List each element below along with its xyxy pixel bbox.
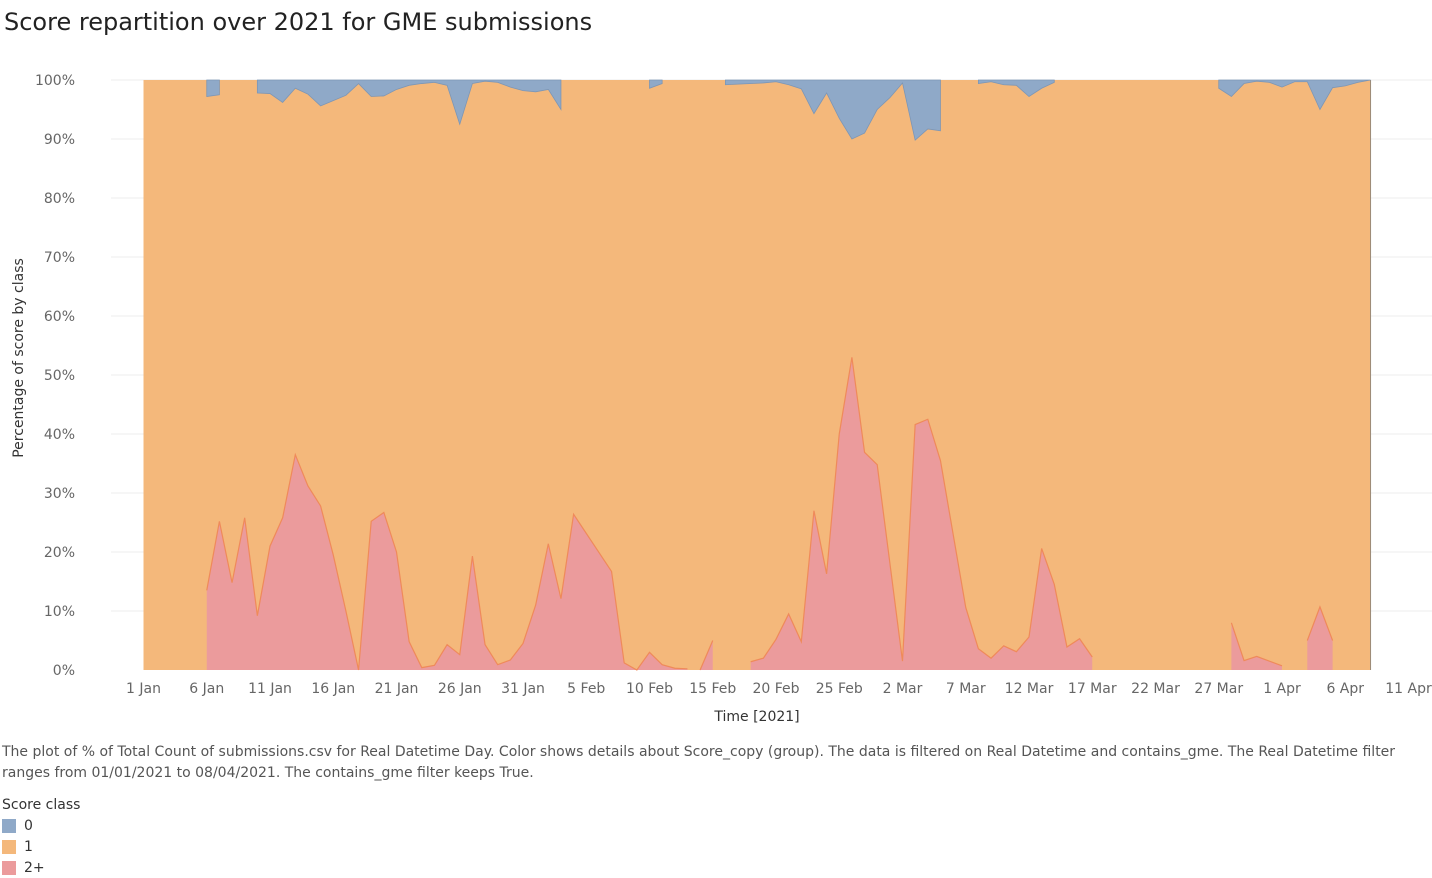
x-tick-label: 1 Apr <box>1263 681 1301 697</box>
y-axis-ticks: 0% 10% 20% 30% 40% 50% 60% 70% 80% 90% 100% <box>35 73 75 679</box>
y-tick-label: 30% <box>44 486 75 502</box>
x-tick-label: 6 Jan <box>189 681 224 697</box>
x-tick-label: 11 Apr <box>1385 681 1432 697</box>
x-tick-label: 6 Apr <box>1326 681 1364 697</box>
y-tick-label: 0% <box>53 663 75 679</box>
area-class-0 <box>725 79 941 141</box>
x-tick-label: 1 Jan <box>126 681 161 697</box>
area-class-2plus-edge <box>206 452 688 671</box>
legend-label-2plus: 2+ <box>24 859 45 876</box>
y-axis-title: Percentage of score by class <box>11 258 27 458</box>
legend-swatch-2plus <box>2 860 16 875</box>
area-class-2plus <box>1231 622 1282 670</box>
area-class-2plus <box>206 454 688 670</box>
chart-caption: The plot of % of Total Count of submissi… <box>2 744 1396 781</box>
x-tick-label: 10 Feb <box>626 681 673 697</box>
area-class-0 <box>1218 79 1371 111</box>
legend-swatch-1 <box>2 839 16 854</box>
x-tick-label: 5 Feb <box>567 681 605 697</box>
y-tick-label: 90% <box>44 132 75 148</box>
y-tick-label: 20% <box>44 545 75 561</box>
area-class-2plus <box>1307 606 1333 670</box>
x-tick-label: 31 Jan <box>501 681 545 697</box>
x-tick-label: 7 Mar <box>946 681 986 697</box>
stacked-areas <box>143 79 1372 671</box>
x-tick-label: 27 Mar <box>1194 681 1243 697</box>
chart-title: Score repartition over 2021 for GME subm… <box>4 8 593 36</box>
legend-title: Score class <box>2 797 81 813</box>
score-area-chart: 0% 10% 20% 30% 40% 50% 60% 70% 80% 90% 100% 1 Jan 6… <box>11 73 1432 725</box>
x-tick-label: 26 Jan <box>438 681 482 697</box>
y-tick-label: 40% <box>44 427 75 443</box>
x-tick-label: 15 Feb <box>689 681 736 697</box>
x-tick-label: 16 Jan <box>311 681 355 697</box>
area-class-2plus-edge <box>750 357 1093 663</box>
legend-label-1: 1 <box>24 838 33 855</box>
legend-swatch-0 <box>2 818 16 833</box>
legend-label-0: 0 <box>24 817 33 834</box>
area-class-0 <box>206 79 220 97</box>
area-class-0 <box>649 79 663 89</box>
y-tick-label: 10% <box>44 604 75 620</box>
x-tick-label: 2 Mar <box>883 681 923 697</box>
x-tick-label: 25 Feb <box>816 681 863 697</box>
area-class-0 <box>978 79 1055 98</box>
y-tick-label: 60% <box>44 309 75 325</box>
x-tick-label: 21 Jan <box>375 681 419 697</box>
area-class-2plus <box>750 357 1093 670</box>
x-tick-label: 22 Mar <box>1131 681 1180 697</box>
y-tick-label: 70% <box>44 250 75 266</box>
y-tick-label: 100% <box>35 73 75 89</box>
x-tick-label: 17 Mar <box>1068 681 1117 697</box>
legend-item-1[interactable]: 1 <box>2 836 80 857</box>
x-tick-label: 12 Mar <box>1005 681 1054 697</box>
legend-item-2plus[interactable]: 2+ <box>2 857 80 878</box>
area-class-0 <box>256 79 562 126</box>
x-axis-title: Time [2021] <box>713 709 799 725</box>
y-tick-label: 80% <box>44 191 75 207</box>
legend-item-0[interactable]: 0 <box>2 815 80 836</box>
area-class-2plus-edge <box>1230 622 1283 667</box>
legend: Score class 0 1 2+ <box>2 797 80 878</box>
area-class-2plus-edge <box>699 640 714 671</box>
x-tick-label: 20 Feb <box>752 681 799 697</box>
y-tick-label: 50% <box>44 368 75 384</box>
area-class-2plus-edge <box>1306 605 1334 641</box>
x-tick-label: 11 Jan <box>248 681 292 697</box>
x-axis-ticks: 1 Jan 6 Jan 11 Jan 16 Jan 21 Jan 26 Jan 31 Jan… <box>126 681 1432 697</box>
area-class-1 <box>143 80 1371 670</box>
